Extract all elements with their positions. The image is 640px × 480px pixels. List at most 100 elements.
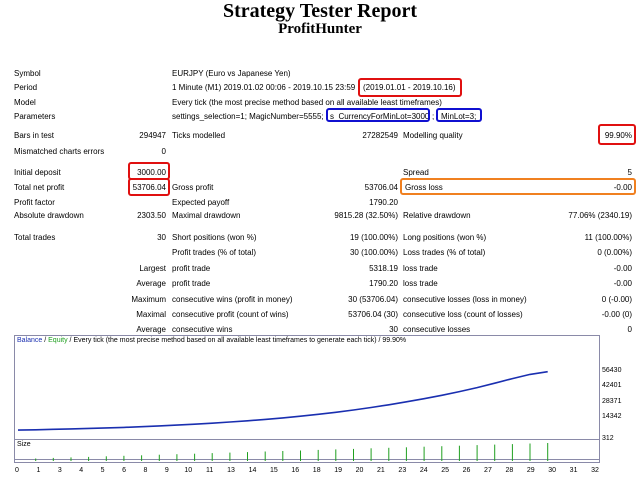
deposit-label: Initial deposit <box>14 168 61 177</box>
size-bar <box>70 457 72 461</box>
net-profit-highlight <box>128 178 170 196</box>
size-bar <box>529 443 531 461</box>
max-consec-profit-value: 53706.04 (30) <box>348 310 398 319</box>
x-tick-label: 27 <box>484 467 492 474</box>
short-positions-value: 19 (100.00%) <box>349 233 398 242</box>
avg-consec-losses-value: 0 <box>627 325 632 334</box>
expert-name: ProfitHunter <box>278 21 362 37</box>
x-tick-label: 19 <box>334 467 342 474</box>
loss-trades-label: Loss trades (% of total) <box>403 248 486 257</box>
size-bar <box>105 456 107 461</box>
size-bar <box>194 453 196 461</box>
avg-consec-wins-value: 30 <box>389 325 398 334</box>
x-tick-label: 16 <box>291 467 300 474</box>
max-consec-loss-label: consecutive loss (count of losses) <box>403 310 523 319</box>
size-bar <box>353 448 354 461</box>
size-bar <box>282 451 284 461</box>
max-consec-loss-value: -0.00 (0) <box>601 310 632 319</box>
size-bar <box>476 445 478 461</box>
max-consec-wins-label: consecutive wins (profit in money) <box>172 295 293 304</box>
size-bar <box>229 452 231 461</box>
x-tick-label: 13 <box>227 467 235 474</box>
largest-profit-label: profit trade <box>172 264 211 273</box>
parameters-label: Parameters <box>14 112 56 121</box>
x-tick-label: 10 <box>184 467 193 474</box>
y-tick-label: 312 <box>602 435 614 442</box>
largest-loss-label: loss trade <box>403 264 438 273</box>
x-tick-label: 20 <box>355 467 364 474</box>
ticks-label: Ticks modelled <box>172 131 226 140</box>
bars-value: 294947 <box>139 131 166 140</box>
gross-loss-label: Gross loss <box>405 183 443 192</box>
size-bar <box>211 453 213 461</box>
gross-loss-value: -0.00 <box>613 183 632 192</box>
rel-drawdown-value: 77.06% (2340.19) <box>568 211 632 220</box>
x-tick-label: 23 <box>398 467 407 474</box>
max-consec-wins-value: 30 (53706.04) <box>348 295 398 304</box>
average-loss-label: loss trade <box>403 279 438 288</box>
model-value: Every tick (the most precise method base… <box>172 98 442 107</box>
size-panel: Size <box>14 439 600 463</box>
size-bar <box>335 449 337 461</box>
average-label: Average <box>136 279 166 288</box>
size-bar <box>317 449 319 461</box>
size-bar <box>494 444 496 461</box>
x-tick-label: 24 <box>419 467 428 474</box>
modelling-quality-value: 99.90% <box>604 131 632 140</box>
x-tick-label: 8 <box>143 467 148 474</box>
x-tick-label: 18 <box>312 467 321 474</box>
legend-balance: Balance <box>17 337 43 344</box>
size-bar <box>370 448 372 461</box>
y-tick-label: 28371 <box>602 397 622 405</box>
legend-equity: Equity <box>48 337 68 344</box>
abs-drawdown-value: 2303.50 <box>137 211 166 220</box>
x-tick-label: 31 <box>569 467 578 474</box>
size-bar <box>247 452 248 461</box>
spread-value: 5 <box>627 168 632 177</box>
legend-description: / Every tick (the most precise method ba… <box>67 337 407 344</box>
x-tick-label: 29 <box>526 467 535 474</box>
size-bar <box>388 447 390 461</box>
size-bar <box>88 456 90 461</box>
size-bar <box>264 451 266 461</box>
mismatch-label: Mismatched charts errors <box>14 147 105 156</box>
balance-plot <box>17 370 548 431</box>
x-tick-label: 25 <box>441 467 450 474</box>
short-positions-label: Short positions (won %) <box>172 233 257 242</box>
period-label: Period <box>14 83 38 92</box>
symbol-value: EURJPY (Euro vs Japanese Yen) <box>172 69 291 78</box>
size-bar <box>141 455 143 461</box>
max-consec-losses-label: consecutive losses (loss in money) <box>403 295 527 304</box>
x-tick-label: 21 <box>377 467 385 474</box>
modelling-quality-label: Modelling quality <box>403 131 463 140</box>
y-tick-label: 14342 <box>602 412 622 420</box>
x-tick-label: 28 <box>505 467 514 474</box>
ticks-value: 27282549 <box>362 131 398 140</box>
x-tick-label: 0 <box>15 467 19 474</box>
expected-payoff-value: 1790.20 <box>369 198 398 207</box>
x-tick-label: 3 <box>57 467 62 474</box>
abs-drawdown-label: Absolute drawdown <box>14 211 84 220</box>
currency-param-highlight <box>326 108 430 122</box>
size-bars <box>35 443 549 461</box>
total-trades-value: 30 <box>157 233 166 242</box>
x-tick-label: 26 <box>462 467 471 474</box>
average-profit-value: 1790.20 <box>369 279 398 288</box>
deposit-value: 3000.00 <box>137 168 166 177</box>
size-bar <box>52 457 54 461</box>
total-trades-label: Total trades <box>14 233 56 242</box>
expected-payoff-label: Expected payoff <box>172 198 230 207</box>
average-profit-label: profit trade <box>172 279 211 288</box>
net-profit-value: 53706.04 <box>132 183 166 192</box>
size-bar <box>123 455 125 461</box>
size-bar <box>35 458 37 461</box>
period-range: (2019.01.01 - 2019.10.16) <box>363 83 456 92</box>
largest-loss-value: -0.00 <box>613 264 632 273</box>
size-bar <box>176 454 178 461</box>
x-tick-label: 32 <box>591 467 599 474</box>
profit-trades-label: Profit trades (% of total) <box>172 248 257 257</box>
period-value: 1 Minute (M1) 2019.01.02 00:06 - 2019.10… <box>172 83 356 92</box>
chart-legend: Balance / Equity / Every tick (the most … <box>17 337 406 344</box>
parameters-value: settings_selection=1; MagicNumber=5555; <box>172 112 324 121</box>
parameter-separator: ; <box>432 112 435 121</box>
